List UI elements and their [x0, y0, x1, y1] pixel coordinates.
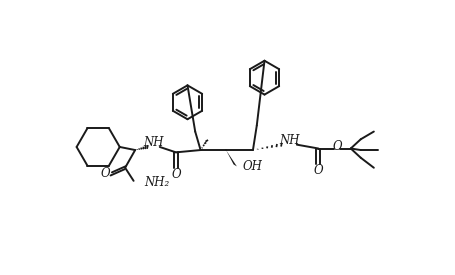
Text: NH₂: NH₂ — [144, 176, 169, 189]
Text: O: O — [313, 164, 323, 177]
Text: NH: NH — [143, 136, 163, 149]
Text: O: O — [331, 141, 341, 153]
Polygon shape — [226, 150, 236, 166]
Text: OH: OH — [243, 161, 262, 174]
Text: O: O — [171, 168, 180, 181]
Text: O: O — [100, 167, 110, 180]
Text: NH: NH — [278, 134, 299, 147]
